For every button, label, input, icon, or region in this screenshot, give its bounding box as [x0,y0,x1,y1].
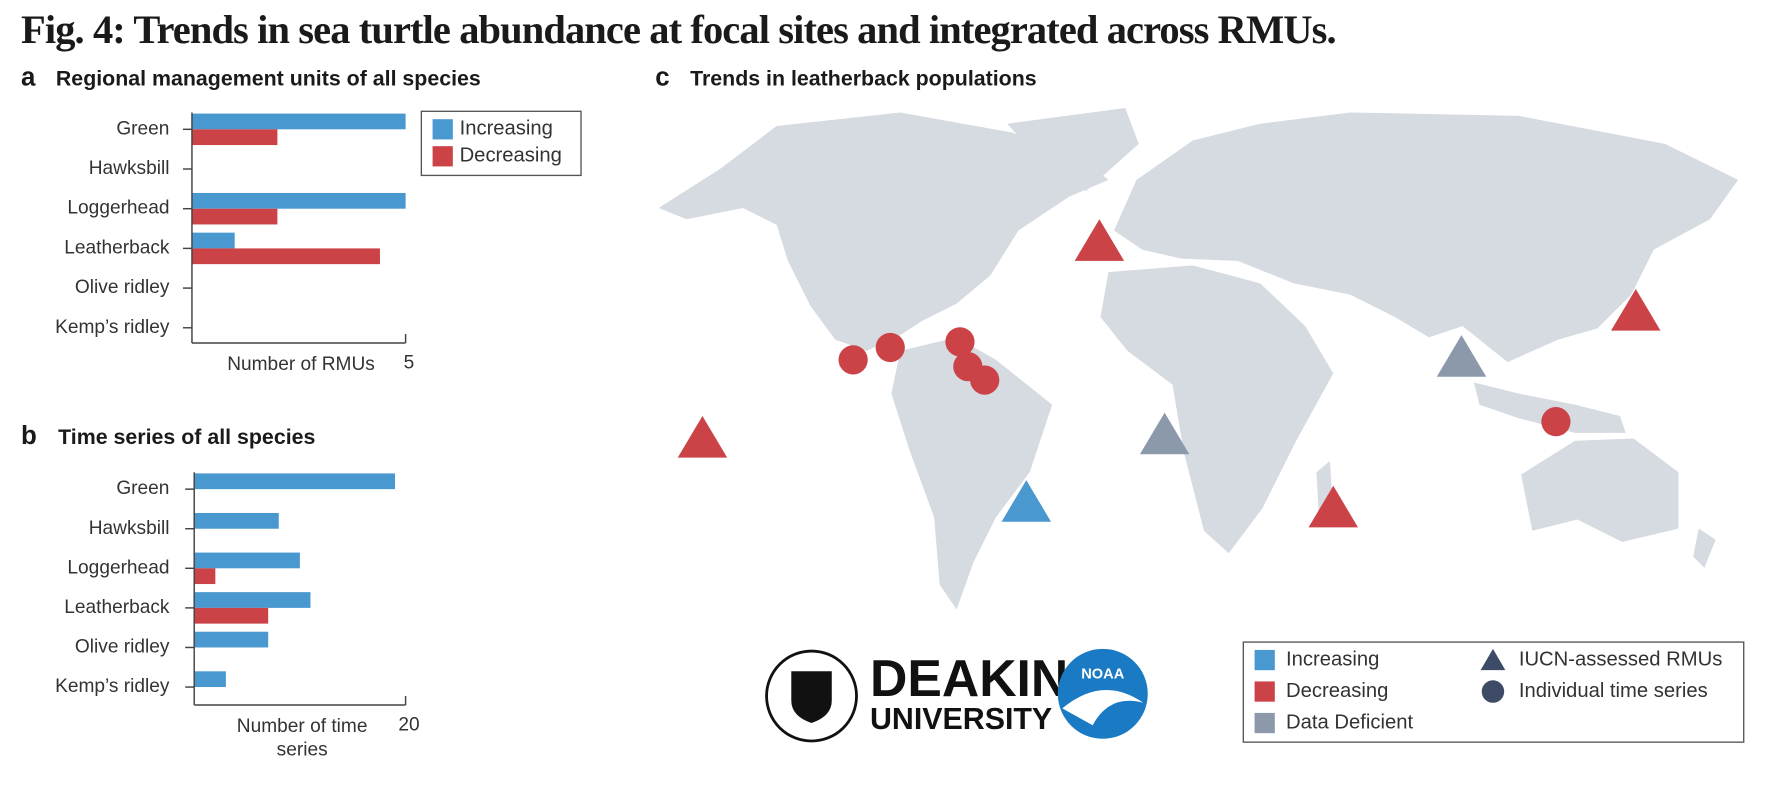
legend-shape [1480,648,1506,671]
indonesia [1473,382,1626,433]
legend-label: Decreasing [460,145,562,167]
panel-label: c [655,64,669,92]
triangle-marker [677,416,728,458]
legend-swatch [432,119,453,140]
greenland [1007,107,1139,192]
panel-label: b [21,422,37,450]
map-markers [677,219,1661,528]
category-label: Leatherback [64,597,170,618]
bar [191,232,235,249]
x-axis-title-box: Number of RMUs [227,353,375,375]
australia [1521,438,1679,542]
bar [191,129,278,146]
x-axis-title-box: Number of time series [236,715,368,761]
x-tick-label: 5 [404,352,415,373]
legend-label: IUCN-assessed RMUs [1519,648,1723,670]
noaa-logo: NOAA [1057,648,1148,739]
bar [194,512,279,529]
legend-shape [1481,680,1505,703]
x-axis-title: Number of time series [236,715,368,761]
legend-label: Individual time series [1519,680,1708,702]
bar [194,568,216,585]
category-label: Green [116,118,169,139]
bar [191,192,406,209]
circle-marker [875,332,905,363]
south-america [891,337,1053,610]
new-zealand [1693,528,1716,568]
noaa-name: NOAA [1081,667,1124,683]
panel-title: Time series of all species [58,425,315,449]
bar [194,473,396,490]
figure-title: Fig. 4: Trends in sea turtle abundance a… [21,7,1336,52]
deakin-subname: UNIVERSITY [870,703,1052,736]
triangle-marker [1001,480,1052,522]
circle-marker [945,327,975,357]
triangle-marker [1308,485,1359,528]
x-axis-title: Number of RMUs [227,353,375,375]
category-label: Leatherback [64,237,170,258]
triangle-marker [1611,288,1661,331]
legend-label: Decreasing [1286,680,1388,702]
bar [191,248,380,265]
panel-title: Trends in leatherback populations [690,66,1037,90]
bar [194,671,226,688]
category-label: Kemp’s ridley [55,317,170,338]
x-tick-label: 20 [398,714,419,735]
circle-marker [838,345,868,375]
panel-title: Regional management units of all species [56,66,481,90]
circle-marker [970,365,1000,395]
category-label: Olive ridley [75,637,170,658]
deakin-shield [791,671,832,724]
category-label: Loggerhead [67,198,169,219]
bar [194,592,311,608]
bar [191,208,278,225]
legend-swatch [1254,712,1275,734]
legend-swatch [1254,649,1275,671]
noaa-bird [1062,690,1144,726]
triangle-marker [1436,335,1487,377]
deakin-name: DEAKIN [870,649,1068,707]
legend-label: Data Deficient [1286,711,1413,733]
circle-marker [1541,407,1571,437]
eurasia [1114,112,1739,363]
category-label: Olive ridley [75,277,170,298]
bar [194,607,269,624]
north-america [658,112,1109,351]
category-label: Hawksbill [89,158,170,179]
panel-label: a [21,64,36,92]
legend-swatch [1254,681,1275,702]
triangle-marker [1139,412,1190,455]
bar [194,552,300,569]
africa [1100,265,1334,554]
map-legend-box [1242,641,1745,743]
legend-label: Increasing [460,118,553,140]
triangle-marker [1074,219,1125,261]
legend-swatch [432,146,453,167]
bar [194,631,269,648]
legend-label: Increasing [1286,648,1379,670]
category-label: Hawksbill [89,518,170,539]
category-label: Kemp’s ridley [55,676,170,697]
category-label: Green [116,478,169,499]
category-label: Loggerhead [67,557,169,578]
deakin-logo: DEAKIN UNIVERSITY [765,649,1068,743]
bar [191,113,406,130]
world-map [658,107,1739,610]
